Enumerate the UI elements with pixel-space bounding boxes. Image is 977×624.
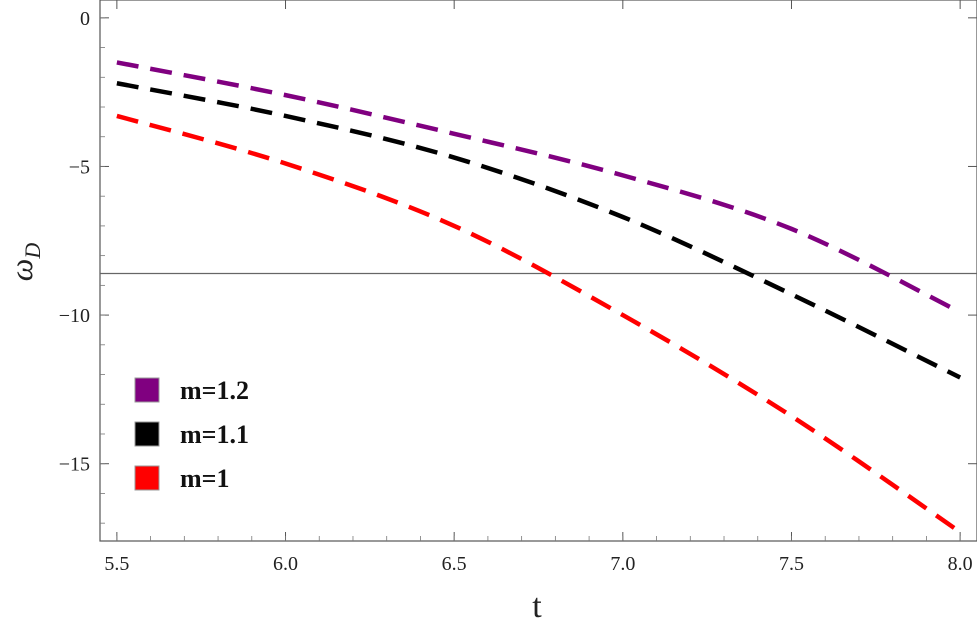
- x-tick-label: 7.0: [610, 553, 635, 575]
- legend-swatch: [134, 377, 160, 403]
- y-tick-label: −10: [59, 305, 90, 327]
- series-layer: [116, 60, 962, 534]
- y-axis-title: ωD: [3, 243, 45, 282]
- legend-label: m=1: [180, 464, 229, 493]
- legend-swatch: [134, 421, 160, 447]
- y-tick-label: 0: [80, 8, 90, 30]
- y-tick-label: −5: [69, 156, 90, 178]
- legend: m=1.2 m=1.1 m=1: [134, 376, 249, 493]
- x-tick-label: 6.0: [273, 553, 298, 575]
- x-axis-title: t: [532, 588, 542, 624]
- x-axis-ticks: 5.5 6.0 6.5 7.0 7.5 8.0: [104, 0, 973, 575]
- x-tick-label: 8.0: [948, 553, 973, 575]
- y-axis-ticks: 0 −5 −10 −15: [59, 8, 977, 524]
- series-line-3: [116, 113, 962, 534]
- x-tick-label: 7.5: [779, 553, 804, 575]
- series-line-2: [116, 81, 962, 380]
- legend-label: m=1.2: [180, 376, 249, 405]
- y-axis-title-subscript: D: [20, 243, 45, 260]
- y-axis-title-main: ω: [3, 259, 39, 282]
- series-line-1: [116, 60, 962, 315]
- y-tick-label: −15: [59, 454, 90, 476]
- legend-swatch: [134, 465, 160, 491]
- legend-label: m=1.1: [180, 420, 249, 449]
- x-tick-label: 5.5: [104, 553, 129, 575]
- svg-text:ωD: ωD: [3, 243, 45, 282]
- x-tick-label: 6.5: [442, 553, 467, 575]
- plot-frame: [99, 0, 977, 542]
